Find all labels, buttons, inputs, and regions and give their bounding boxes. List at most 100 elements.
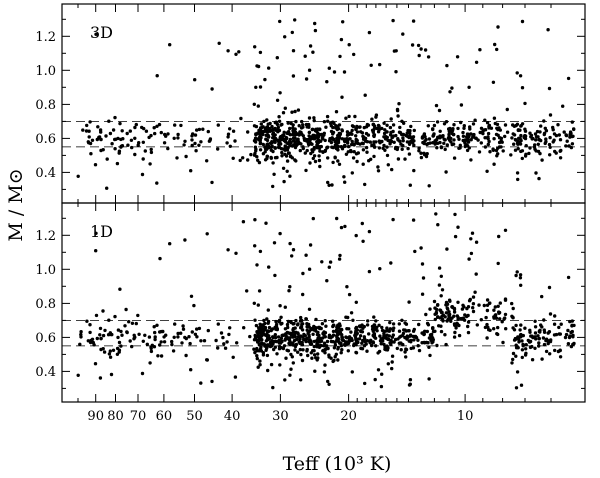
data-point	[564, 133, 568, 137]
data-point	[389, 117, 393, 121]
data-point	[183, 139, 187, 143]
data-point	[413, 249, 417, 254]
data-point	[258, 85, 263, 89]
data-point	[487, 123, 492, 128]
data-point	[317, 154, 321, 158]
data-point	[422, 151, 426, 155]
data-point	[187, 335, 191, 339]
data-point	[503, 297, 508, 301]
data-point	[510, 301, 514, 306]
data-point	[546, 28, 550, 32]
data-point	[246, 158, 250, 162]
data-point	[530, 344, 534, 349]
data-point	[309, 339, 313, 343]
data-point	[324, 324, 328, 328]
data-point	[347, 43, 351, 47]
data-point	[94, 32, 98, 36]
data-point	[326, 119, 330, 123]
data-point	[491, 80, 496, 85]
data-point	[256, 104, 260, 108]
data-point	[276, 335, 281, 339]
data-point	[255, 338, 259, 342]
data-point	[495, 47, 499, 52]
data-point	[323, 138, 327, 143]
data-point	[382, 131, 387, 136]
data-point	[350, 370, 354, 374]
data-point	[414, 335, 419, 340]
data-point	[76, 373, 80, 377]
data-point	[360, 347, 365, 351]
data-point	[443, 138, 447, 142]
data-point	[561, 104, 565, 108]
data-point	[227, 332, 231, 337]
data-point	[325, 80, 329, 84]
data-point	[296, 331, 300, 335]
data-point	[390, 360, 394, 364]
data-point	[536, 149, 541, 154]
data-point	[269, 362, 274, 367]
data-point	[278, 363, 282, 367]
data-point	[419, 155, 424, 160]
data-point	[405, 140, 410, 144]
data-point	[368, 140, 372, 144]
data-point	[400, 132, 404, 137]
data-point	[397, 329, 402, 333]
data-point	[332, 70, 337, 74]
data-point	[354, 233, 358, 238]
data-point	[254, 124, 259, 129]
data-point	[263, 77, 267, 82]
data-point	[152, 126, 156, 130]
data-point	[451, 132, 456, 137]
data-point	[313, 21, 317, 26]
data-point	[377, 323, 381, 327]
data-point	[201, 127, 205, 131]
data-point	[427, 184, 431, 188]
data-point	[456, 126, 460, 131]
data-point	[370, 128, 375, 132]
data-point	[517, 337, 521, 342]
data-point	[258, 249, 263, 254]
y-tick-label: 1.0	[35, 64, 56, 79]
data-point	[313, 136, 317, 141]
data-point	[283, 35, 287, 39]
data-point	[308, 161, 312, 165]
data-point	[547, 142, 552, 147]
data-point	[267, 135, 271, 139]
data-point	[298, 347, 302, 352]
data-point	[239, 116, 243, 121]
data-point	[515, 171, 520, 175]
data-point	[411, 334, 415, 339]
data-point	[89, 338, 93, 343]
data-point	[339, 351, 343, 355]
data-point	[235, 341, 239, 345]
data-point	[323, 319, 327, 323]
data-point	[282, 333, 286, 337]
data-point	[445, 247, 449, 251]
data-point	[193, 133, 198, 137]
data-point	[461, 303, 465, 307]
panel-frame	[61, 202, 586, 403]
data-point	[361, 239, 365, 243]
data-point	[372, 323, 376, 327]
data-point	[117, 151, 121, 155]
data-point	[273, 345, 277, 349]
data-point	[85, 319, 89, 323]
data-point	[284, 356, 288, 360]
data-point	[366, 133, 371, 137]
data-point	[345, 327, 349, 331]
data-point	[143, 333, 147, 337]
data-point	[354, 152, 359, 156]
data-point	[326, 180, 330, 185]
data-point	[497, 140, 502, 145]
data-point	[354, 137, 358, 142]
data-point	[470, 231, 475, 235]
data-point	[367, 30, 372, 35]
data-point	[431, 326, 435, 330]
data-point	[134, 321, 138, 326]
data-point	[422, 340, 426, 345]
data-point	[401, 136, 405, 140]
data-point	[216, 123, 220, 127]
data-point	[496, 261, 500, 266]
data-point	[431, 133, 436, 137]
data-point	[548, 145, 552, 149]
